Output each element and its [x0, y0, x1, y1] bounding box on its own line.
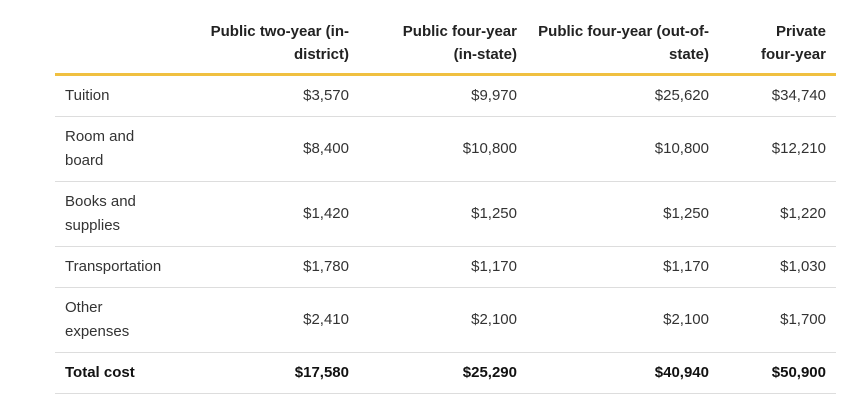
column-header-text: Public four-year (in-state) — [402, 23, 517, 63]
cell-value: $1,780 — [185, 246, 359, 288]
cell-text: $1,030 — [780, 258, 826, 275]
cell-text: $2,410 — [303, 311, 349, 328]
column-header-text: Public four-year (out-of-state) — [538, 23, 709, 63]
row-label: Tuition — [55, 74, 185, 117]
table-row: Books and supplies $1,420 $1,250 $1,250 $1,2… — [55, 181, 836, 247]
cell-text: $1,420 — [303, 205, 349, 222]
cell-value: $17,580 — [185, 352, 359, 394]
cell-value: $12,210 — [719, 116, 836, 182]
cell-text: $34,740 — [771, 87, 826, 104]
cell-text: $8,400 — [303, 140, 349, 157]
cell-value: $1,250 — [527, 181, 719, 247]
cell-value: $1,030 — [719, 246, 836, 288]
table-row: Other expenses $2,410 $2,100 $2,100 $1,700 — [55, 287, 836, 353]
cell-text: $1,170 — [663, 258, 709, 275]
cell-text: $9,970 — [471, 87, 517, 104]
column-header — [55, 0, 185, 76]
cell-text: $1,250 — [663, 205, 709, 222]
cell-value: $25,290 — [359, 352, 527, 394]
row-label-text: Total cost — [65, 364, 135, 381]
row-label-text: Transportation — [65, 258, 162, 275]
table-row: Total cost $17,580 $25,290 $40,940 $50,900 — [55, 352, 836, 394]
column-header: Public two-year (in-district) — [185, 0, 359, 76]
cell-value: $34,740 — [719, 74, 836, 117]
column-header: Public four-year (in-state) — [359, 0, 527, 76]
cell-value: $1,250 — [359, 181, 527, 247]
table-row: Transportation $1,780 $1,170 $1,170 $1,030 — [55, 246, 836, 288]
cell-value: $2,410 — [185, 287, 359, 353]
cell-text: $1,250 — [471, 205, 517, 222]
row-label-text: Room and board — [65, 128, 135, 169]
cell-text: $40,940 — [654, 364, 709, 381]
row-label-text: Other expenses — [65, 299, 130, 340]
cell-value: $10,800 — [527, 116, 719, 182]
table-row: Tuition $3,570 $9,970 $25,620 $34,740 — [55, 74, 836, 117]
cell-value: $10,800 — [359, 116, 527, 182]
cell-text: $1,170 — [471, 258, 517, 275]
row-label: Transportation — [55, 246, 185, 288]
cell-text: $12,210 — [771, 140, 826, 157]
cell-value: $40,940 — [527, 352, 719, 394]
cell-text: $25,620 — [654, 87, 709, 104]
cell-value: $2,100 — [527, 287, 719, 353]
cell-value: $1,170 — [527, 246, 719, 288]
cell-value: $1,700 — [719, 287, 836, 353]
cell-text: $10,800 — [654, 140, 709, 157]
cell-text: $3,570 — [303, 87, 349, 104]
cell-text: $10,800 — [462, 140, 517, 157]
table-row: Room and board $8,400 $10,800 $10,800 $12,21… — [55, 116, 836, 182]
cell-text: $50,900 — [771, 364, 826, 381]
column-header-text: Private four-year — [760, 23, 826, 63]
header-row: Public two-year (in-district) Public four… — [55, 0, 836, 76]
cell-value: $8,400 — [185, 116, 359, 182]
row-label: Room and board — [55, 116, 185, 182]
cell-text: $2,100 — [471, 311, 517, 328]
cell-value: $1,420 — [185, 181, 359, 247]
cell-value: $1,220 — [719, 181, 836, 247]
cell-value: $3,570 — [185, 74, 359, 117]
cell-text: $1,220 — [780, 205, 826, 222]
row-label-text: Books and supplies — [65, 193, 136, 234]
row-label: Total cost — [55, 352, 185, 394]
column-header: Public four-year (out-of-state) — [527, 0, 719, 76]
cell-text: $2,100 — [663, 311, 709, 328]
cell-value: $25,620 — [527, 74, 719, 117]
row-label-text: Tuition — [65, 87, 110, 104]
cell-text: $17,580 — [294, 364, 349, 381]
row-label: Other expenses — [55, 287, 185, 353]
cell-text: $1,700 — [780, 311, 826, 328]
cell-text: $1,780 — [303, 258, 349, 275]
cell-value: $1,170 — [359, 246, 527, 288]
column-header-text: Public two-year (in-district) — [210, 23, 349, 63]
cell-text: $25,290 — [462, 364, 517, 381]
cell-value: $50,900 — [719, 352, 836, 394]
cell-value: $9,970 — [359, 74, 527, 117]
column-header: Private four-year — [719, 0, 836, 76]
cost-table: Public two-year (in-district) Public four… — [55, 0, 836, 394]
row-label: Books and supplies — [55, 181, 185, 247]
cell-value: $2,100 — [359, 287, 527, 353]
